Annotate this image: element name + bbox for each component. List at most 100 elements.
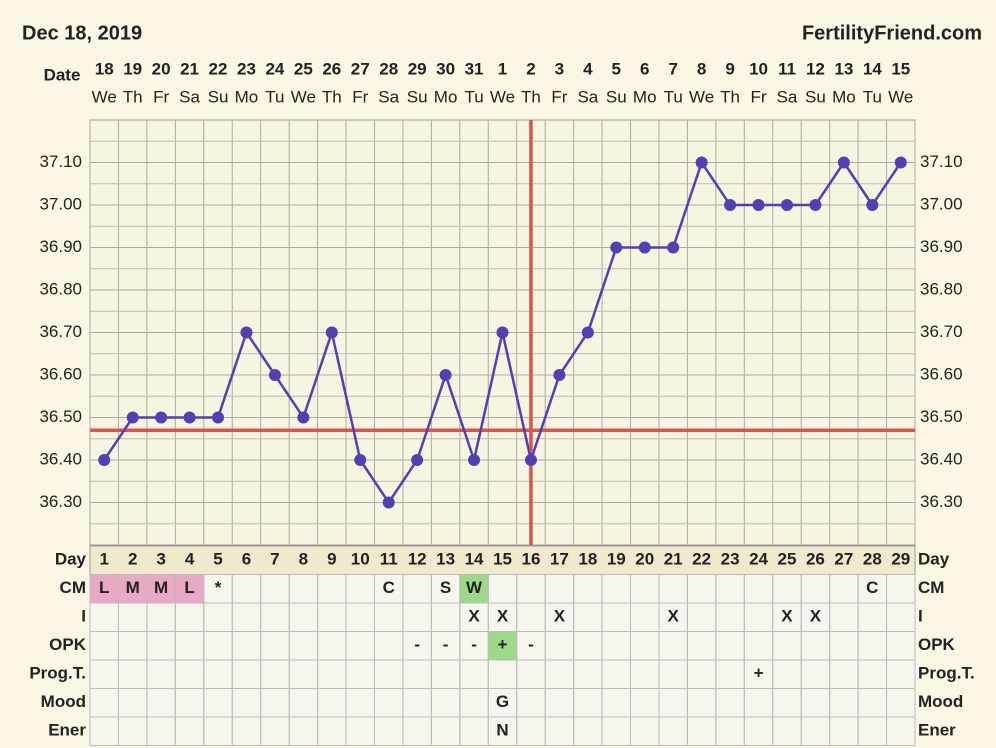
date-label: 28 bbox=[379, 59, 398, 78]
date-label: 9 bbox=[725, 59, 734, 78]
day-number: 16 bbox=[521, 550, 540, 569]
weekday-label: Th bbox=[521, 87, 541, 106]
day-number: 24 bbox=[749, 550, 768, 569]
table-cell bbox=[146, 574, 176, 604]
weekday-label: We bbox=[689, 87, 714, 106]
date-label: 21 bbox=[180, 59, 199, 78]
date-label: 18 bbox=[95, 59, 114, 78]
y-tick-label: 36.30 bbox=[39, 492, 82, 511]
temperature-point bbox=[837, 156, 850, 169]
day-number: 7 bbox=[270, 550, 279, 569]
weekday-label: Fr bbox=[751, 87, 767, 106]
cell-value: S bbox=[440, 578, 451, 597]
date-label: 11 bbox=[778, 59, 796, 78]
y-tick-label-right: 36.50 bbox=[920, 407, 963, 426]
cell-value: X bbox=[497, 607, 509, 626]
day-label-right: Day bbox=[918, 550, 950, 569]
weekday-label: Sa bbox=[179, 87, 200, 106]
cell-value: - bbox=[443, 635, 449, 654]
weekday-label: Th bbox=[720, 87, 740, 106]
date-label: 30 bbox=[436, 59, 455, 78]
weekday-label: Fr bbox=[551, 87, 567, 106]
day-number: 8 bbox=[299, 550, 308, 569]
date-label: 27 bbox=[351, 59, 370, 78]
date-label: 4 bbox=[583, 59, 593, 78]
row-label-right: Ener bbox=[918, 721, 956, 740]
temperature-point bbox=[240, 326, 253, 339]
table-cell bbox=[886, 716, 916, 746]
cell-value: X bbox=[781, 607, 793, 626]
date-label: 24 bbox=[265, 59, 284, 78]
weekday-label: Sa bbox=[777, 87, 798, 106]
cell-value: X bbox=[554, 607, 566, 626]
day-number: 14 bbox=[465, 550, 484, 569]
day-number: 27 bbox=[834, 550, 853, 569]
row-label-right: Mood bbox=[918, 692, 963, 711]
date-label: 26 bbox=[322, 59, 341, 78]
weekday-label: Fr bbox=[352, 87, 368, 106]
weekday-label: Tu bbox=[664, 87, 683, 106]
cell-value: X bbox=[468, 607, 480, 626]
temperature-point bbox=[468, 454, 481, 466]
y-tick-label: 37.00 bbox=[39, 194, 82, 213]
date-label: 13 bbox=[834, 59, 853, 78]
date-label: 15 bbox=[891, 59, 910, 78]
day-number: 13 bbox=[436, 550, 455, 569]
day-number: 17 bbox=[550, 550, 569, 569]
y-tick-label: 36.80 bbox=[39, 279, 82, 298]
cell-value: C bbox=[866, 578, 878, 597]
day-number: 4 bbox=[185, 550, 195, 569]
weekday-label: Tu bbox=[265, 87, 284, 106]
temperature-point bbox=[809, 199, 822, 211]
cell-value: - bbox=[528, 635, 534, 654]
cell-value: L bbox=[184, 578, 194, 597]
temperature-point bbox=[183, 411, 196, 424]
row-label-right: OPK bbox=[918, 635, 956, 654]
row-label: Mood bbox=[41, 692, 86, 711]
temperature-point bbox=[780, 199, 793, 211]
temperature-point bbox=[126, 411, 139, 424]
day-number: 9 bbox=[327, 550, 336, 569]
day-number: 1 bbox=[99, 550, 108, 569]
temperature-point bbox=[439, 369, 452, 381]
temperature-point bbox=[325, 326, 338, 339]
weekday-label: Fr bbox=[153, 87, 169, 106]
weekday-label: We bbox=[888, 87, 913, 106]
site-name: FertilityFriend.com bbox=[802, 22, 982, 44]
date-label: 2 bbox=[526, 59, 535, 78]
temperature-point bbox=[268, 369, 281, 381]
y-tick-label: 36.60 bbox=[39, 364, 82, 383]
date-label: 31 bbox=[465, 59, 484, 78]
y-tick-label: 36.50 bbox=[39, 407, 82, 426]
cell-value: G bbox=[496, 692, 509, 711]
y-tick-label-right: 36.90 bbox=[920, 237, 963, 256]
temperature-point bbox=[155, 411, 168, 424]
day-number: 5 bbox=[213, 550, 222, 569]
y-tick-label-right: 37.00 bbox=[920, 194, 963, 213]
weekday-label: Su bbox=[407, 87, 428, 106]
temperature-point bbox=[724, 199, 737, 211]
weekday-label: Th bbox=[123, 87, 143, 106]
day-number: 18 bbox=[578, 550, 597, 569]
temperature-point bbox=[212, 411, 225, 424]
cell-value: X bbox=[668, 607, 680, 626]
day-number: 11 bbox=[380, 550, 398, 569]
date-label: 7 bbox=[668, 59, 677, 78]
weekday-label: Sa bbox=[378, 87, 399, 106]
temperature-point bbox=[553, 369, 566, 381]
table-cell bbox=[459, 574, 489, 604]
y-tick-label: 36.90 bbox=[39, 237, 82, 256]
weekday-label: Tu bbox=[863, 87, 882, 106]
day-number: 29 bbox=[891, 550, 910, 569]
row-label: I bbox=[81, 607, 86, 626]
temperature-point bbox=[695, 156, 708, 169]
date-label: 19 bbox=[123, 59, 142, 78]
temperature-point bbox=[610, 241, 623, 254]
date-label: Date bbox=[44, 65, 81, 84]
day-number: 26 bbox=[806, 550, 825, 569]
weekday-label: Mo bbox=[832, 87, 856, 106]
date-label: 23 bbox=[237, 59, 256, 78]
date-label: 20 bbox=[152, 59, 171, 78]
row-label: Ener bbox=[48, 721, 86, 740]
date-label: 3 bbox=[555, 59, 564, 78]
